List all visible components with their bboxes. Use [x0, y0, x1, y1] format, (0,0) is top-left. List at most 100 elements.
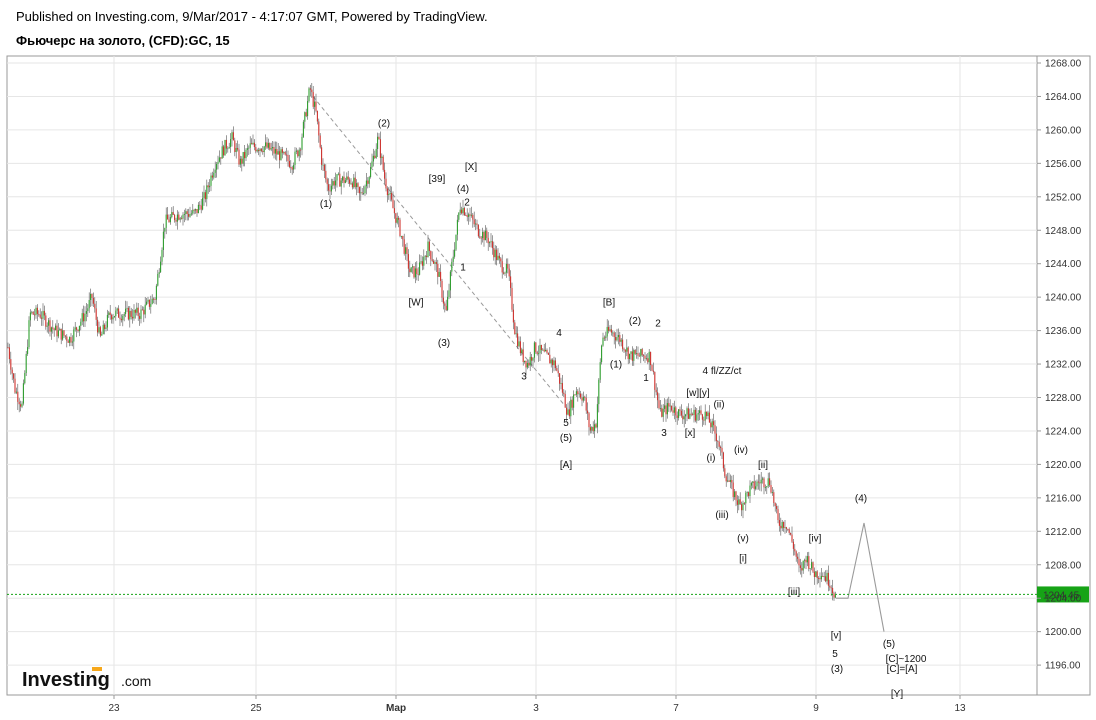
candle-up — [764, 487, 766, 489]
candle-up — [298, 149, 300, 157]
candle-up — [806, 556, 808, 563]
candle-up — [550, 359, 552, 364]
wave-labels-group: (2) (1) [X] [39] (4) 2 1 [W] (3) 4 3 5 (5) [A] [B] (2) 2… — [320, 119, 927, 700]
candle-down — [398, 217, 400, 220]
candle-down — [588, 413, 590, 428]
time-tick-label: 23 — [108, 703, 120, 714]
candle-down — [830, 587, 832, 589]
candle-down — [759, 482, 761, 484]
candle-down — [753, 481, 755, 489]
candle-down — [816, 571, 818, 579]
candle-up — [462, 207, 464, 214]
candle-down — [585, 397, 587, 411]
candle-up — [150, 303, 152, 307]
candle-down — [238, 149, 240, 165]
candle-up — [434, 262, 436, 264]
candle-down — [148, 299, 150, 307]
candle-up — [267, 143, 269, 148]
candle-up — [295, 150, 297, 152]
candle-down — [797, 556, 799, 559]
candle-down — [237, 147, 239, 150]
candle-down — [445, 305, 447, 311]
candle-down — [540, 344, 542, 351]
candle-down — [52, 327, 54, 329]
candle-down — [676, 415, 678, 418]
candle-down — [251, 143, 253, 145]
candle-up — [626, 347, 628, 352]
candle-down — [20, 404, 22, 407]
candle-down — [808, 556, 810, 569]
candle-up — [524, 360, 526, 363]
candle-down — [805, 559, 807, 563]
candle-down — [778, 519, 780, 526]
candle-up — [532, 357, 534, 361]
candle-down — [315, 101, 317, 111]
candle-up — [405, 247, 407, 254]
candle-up — [265, 142, 267, 147]
candle-up — [239, 158, 241, 165]
candle-up — [771, 492, 773, 494]
candle-down — [546, 349, 548, 353]
candle-up — [248, 147, 250, 149]
candle-down — [99, 327, 101, 336]
candle-up — [59, 328, 61, 331]
candle-down — [774, 503, 776, 507]
candle-down — [430, 250, 432, 260]
candle-up — [80, 321, 82, 326]
candle-up — [74, 327, 76, 330]
candle-down — [266, 142, 268, 148]
candle-down — [41, 317, 43, 319]
candle-down — [687, 408, 689, 419]
candle-down — [795, 551, 797, 557]
time-axis-ticks: 23 25 Мар 3 7 9 13 — [108, 695, 966, 714]
candle-down — [622, 339, 624, 349]
price-tick-label: 1240.00 — [1045, 293, 1082, 304]
candle-up — [760, 479, 762, 484]
candle-down — [64, 335, 66, 337]
candle-up — [669, 405, 671, 407]
candle-down — [417, 274, 419, 275]
candle-down — [358, 187, 360, 194]
candle-down — [463, 207, 465, 216]
candle-down — [665, 405, 667, 415]
candle-up — [762, 478, 764, 480]
candle-up — [214, 169, 216, 173]
logo-brand: Investing — [22, 669, 110, 691]
wave-label: (5) — [560, 433, 572, 444]
candle-up — [648, 351, 650, 363]
candle-down — [326, 179, 328, 185]
candle-down — [329, 190, 331, 192]
candle-up — [423, 256, 425, 266]
price-tick-label: 1204.00 — [1045, 594, 1082, 605]
candle-up — [87, 308, 89, 312]
candle-up — [332, 181, 334, 186]
candle-down — [14, 378, 16, 393]
last-price-group: 1204.45 — [7, 586, 1089, 603]
candle-up — [235, 147, 237, 152]
wave-label: [C]~1200 — [886, 654, 927, 665]
candle-down — [399, 219, 401, 236]
candle-down — [276, 149, 278, 155]
candle-down — [708, 412, 710, 423]
candle-up — [729, 479, 731, 482]
candle-down — [378, 136, 380, 140]
candle-down — [507, 263, 509, 269]
time-tick-label: 9 — [813, 703, 819, 714]
candle-down — [234, 140, 236, 152]
candle-down — [654, 371, 656, 390]
candle-up — [144, 304, 146, 315]
candle-down — [287, 154, 289, 161]
candle-down — [321, 147, 323, 165]
candle-down — [536, 352, 538, 354]
candle-down — [428, 241, 430, 251]
candle-up — [539, 344, 541, 354]
candle-up — [594, 424, 596, 432]
candle-down — [119, 317, 121, 319]
candle-up — [645, 358, 647, 360]
candle-down — [725, 476, 727, 482]
candle-up — [815, 571, 817, 578]
candle-up — [210, 175, 212, 186]
candle-down — [563, 392, 565, 395]
candle-down — [461, 209, 463, 214]
candle-up — [360, 192, 362, 194]
